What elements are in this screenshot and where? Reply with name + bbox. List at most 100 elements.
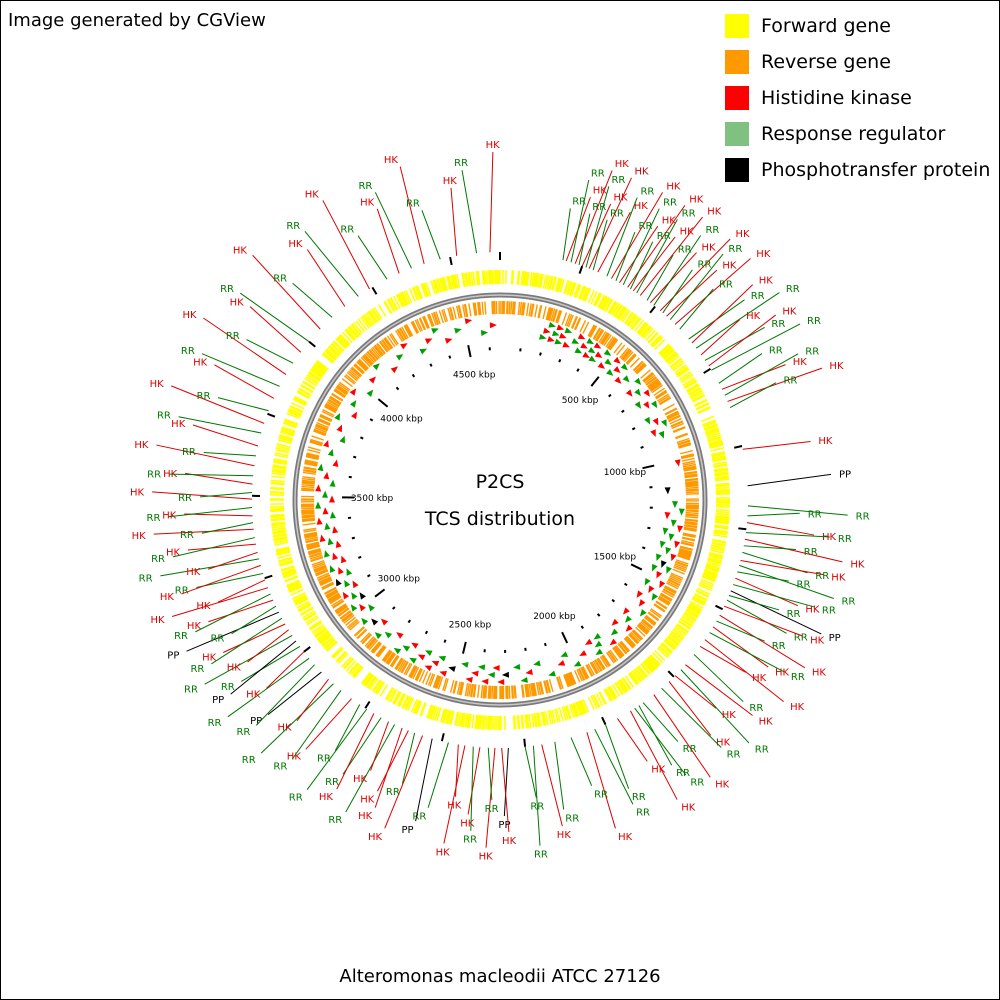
reverse-gene-mark [635,363,647,374]
reverse-gene-mark [421,671,429,684]
reverse-gene-mark [655,390,667,399]
forward-gene-mark [281,427,296,434]
tcs-label: HK [277,723,292,734]
label-leader [260,683,334,754]
reverse-gene-mark [367,638,377,650]
reverse-gene-mark [653,603,666,612]
outer-tick [715,604,724,611]
forward-gene-mark [532,713,537,728]
forward-gene-mark [376,681,385,695]
feature-glyph [636,590,644,598]
tcs-label: RR [184,684,198,695]
forward-gene-mark [397,293,406,307]
label-leader [217,397,269,412]
forward-gene-mark [316,360,329,370]
forward-gene-mark [457,712,462,727]
reverse-gene-mark [303,466,317,470]
forward-gene-mark [287,581,301,589]
reverse-gene-mark [314,566,327,573]
forward-gene-mark [377,304,387,318]
label-leader [634,707,687,776]
forward-gene-mark [647,331,659,344]
forward-gene-mark [660,345,672,357]
reverse-gene-mark [684,471,698,475]
reverse-gene-mark [484,301,487,315]
reverse-gene-mark [608,338,617,350]
reverse-gene-mark [579,320,587,333]
forward-gene-mark [352,322,363,335]
forward-gene-mark [273,461,288,466]
reverse-gene-mark [685,507,699,510]
reverse-gene-mark [641,619,653,629]
forward-gene-mark [399,292,408,306]
forward-gene-mark [403,290,411,305]
feature-glyph [624,615,632,623]
forward-gene-mark [713,467,728,471]
reverse-gene-mark [670,420,683,427]
reverse-gene-mark [397,328,406,341]
label-leader [669,253,724,320]
reverse-gene-mark [677,439,691,445]
reverse-gene-mark [363,353,374,365]
feature-glyph [329,511,336,519]
forward-gene-mark [397,693,406,707]
reverse-gene-mark [594,659,602,672]
forward-gene-mark [271,468,287,472]
forward-gene-mark [305,376,319,385]
reverse-gene-mark [304,459,318,464]
forward-gene-mark [486,715,490,730]
label-leader [711,323,801,371]
forward-gene-mark [288,407,303,415]
reverse-gene-mark [311,435,325,441]
forward-gene-mark [689,602,703,611]
outer-tick [308,340,316,348]
forward-gene-mark [565,705,571,720]
reverse-gene-mark [301,515,315,518]
reverse-gene-mark [302,471,316,475]
reverse-gene-mark [533,682,538,696]
reverse-gene-mark [335,604,348,614]
reverse-gene-mark [567,314,574,328]
forward-gene-mark [481,715,485,730]
label-leader [322,200,370,290]
forward-gene-mark [601,297,610,311]
reverse-gene-mark [659,594,672,602]
reverse-gene-mark [416,318,423,332]
forward-gene-mark [366,675,377,689]
reverse-gene-mark [566,673,573,686]
reverse-gene-mark [514,685,517,699]
reverse-gene-mark [601,655,610,667]
forward-gene-mark [421,283,428,298]
forward-gene-mark [290,588,304,596]
forward-gene-mark [283,572,298,579]
forward-gene-mark [331,646,343,658]
forward-gene-mark [272,533,287,538]
reverse-gene-mark [363,354,374,365]
forward-gene-mark [315,628,328,639]
reverse-gene-mark [307,548,321,553]
forward-gene-mark [700,578,715,586]
tcs-label: RR [386,787,400,798]
forward-gene-mark [673,627,686,637]
tcs-label: HK [651,764,666,775]
forward-gene-mark [647,656,659,669]
label-leader [721,364,786,390]
reverse-gene-mark [309,441,323,447]
outer-tick [440,733,445,742]
reverse-gene-mark [655,600,668,609]
label-leader [718,353,763,384]
forward-gene-mark [544,274,549,289]
forward-gene-mark [467,713,471,728]
reverse-gene-mark [556,310,563,324]
forward-gene-mark [298,387,312,396]
feature-glyph [461,662,469,668]
forward-gene-mark [715,489,730,493]
outer-tick [578,265,584,274]
feature-glyph [611,618,619,626]
forward-gene-mark [284,419,298,426]
forward-gene-mark [608,686,617,699]
reverse-gene-mark [324,404,337,412]
forward-gene-mark [680,617,693,627]
forward-gene-mark [488,715,492,730]
forward-gene-mark [537,273,542,288]
